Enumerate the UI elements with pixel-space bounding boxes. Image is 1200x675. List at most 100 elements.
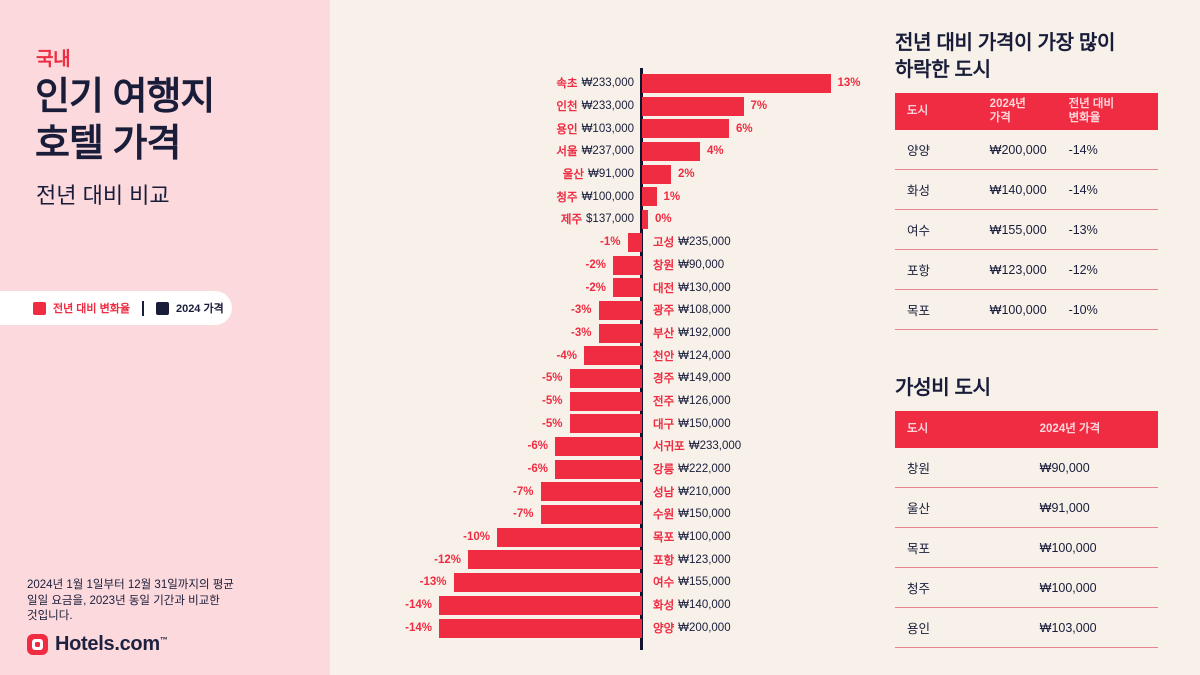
chart-city-label: 강릉 ₩222,000 [653, 458, 731, 481]
chart-pct-label: -4% [556, 349, 577, 362]
city-price: ₩222,000 [678, 463, 731, 476]
chart-pct-label: 6% [736, 122, 753, 135]
table-cell-city: 창원 [907, 462, 931, 476]
city-name: 광주 [653, 305, 675, 318]
city-name: 성남 [653, 486, 675, 499]
chart-row: 목포 ₩100,000 -10% [330, 526, 890, 549]
chart-city-label: 천안 ₩124,000 [653, 344, 731, 367]
chart-city-label: 속초 ₩233,000 [556, 72, 634, 95]
chart-bar [598, 300, 642, 320]
city-name: 속초 [556, 78, 578, 91]
legend-change-label: 전년 대비 변화율 [53, 303, 130, 315]
kicker: 국내 [36, 49, 71, 70]
city-price: ₩235,000 [678, 236, 731, 249]
page-title-line2: 호텔 가격 [35, 123, 181, 165]
chart-city-label: 성남 ₩210,000 [653, 480, 731, 503]
chart-row: 대구 ₩150,000 -5% [330, 412, 890, 435]
table-cell-price: ₩155,000 [989, 222, 1047, 237]
chart-bar [569, 391, 642, 411]
table-cell-price: ₩103,000 [1039, 620, 1097, 635]
chart-row: 천안 ₩124,000 -4% [330, 344, 890, 367]
city-price: ₩233,000 [581, 100, 634, 113]
chart-row: 수원 ₩150,000 -7% [330, 503, 890, 526]
table-cell-price: ₩123,000 [989, 262, 1047, 277]
chart-bar [642, 164, 671, 184]
table-row: 목포 ₩100,000 [895, 528, 1158, 568]
city-name: 천안 [653, 350, 675, 363]
chart-row: 화성 ₩140,000 -14% [330, 594, 890, 617]
chart-city-label: 수원 ₩150,000 [653, 503, 731, 526]
chart-row: 대전 ₩130,000 -2% [330, 276, 890, 299]
table-row: 화성 ₩140,000 -14% [895, 170, 1158, 210]
table-cell-price: ₩100,000 [989, 302, 1047, 317]
chart-pct-label: -1% [600, 236, 621, 249]
table-cell-price: ₩90,000 [1039, 460, 1090, 475]
table-title-value-cities: 가성비 도시 [895, 377, 991, 399]
chart-row: 경주 ₩149,000 -5% [330, 367, 890, 390]
chart-bar [642, 74, 831, 93]
legend-change-swatch-icon [33, 301, 46, 315]
chart-city-label: 울산 ₩91,000 [563, 163, 634, 186]
chart-city-label: 목포 ₩100,000 [653, 526, 731, 549]
chart-bar [569, 414, 642, 434]
table-value-cities: 도시 2024년 가격 창원 ₩90,000 울산 ₩91,000 목포 ₩100,000 청주… [895, 411, 1158, 648]
chart-bar [453, 573, 642, 593]
table-row: 여수 ₩155,000 -13% [895, 210, 1158, 250]
city-name: 용인 [556, 123, 578, 136]
chart-bar [642, 142, 700, 162]
city-name: 목포 [653, 532, 675, 545]
city-price: ₩192,000 [678, 326, 731, 339]
city-name: 서귀포 [653, 441, 685, 454]
table-cell-price: ₩100,000 [1039, 540, 1097, 555]
chart-city-label: 화성 ₩140,000 [653, 594, 731, 617]
chart-city-label: 인천 ₩233,000 [556, 95, 634, 118]
chart-bar [497, 527, 642, 547]
chart-pct-label: 0% [655, 213, 672, 226]
chart-bar [642, 187, 657, 207]
chart-row: 부산 ₩192,000 -3% [330, 322, 890, 345]
table-title-biggest-drop: 전년 대비 가격이 가장 많이 하락한 도시 [895, 32, 1116, 81]
chart-pct-label: -2% [585, 281, 606, 294]
city-price: ₩210,000 [678, 485, 731, 498]
city-name: 대전 [653, 282, 675, 295]
chart-row: 광주 ₩108,000 -3% [330, 299, 890, 322]
legend-divider [141, 300, 144, 316]
city-name: 부산 [653, 327, 675, 340]
city-price: ₩200,000 [678, 621, 731, 634]
table-cell-city: 용인 [907, 622, 931, 636]
chart-city-label: 대구 ₩150,000 [653, 412, 731, 435]
chart-city-label: 대전 ₩130,000 [653, 276, 731, 299]
city-price: ₩108,000 [678, 304, 731, 317]
chart-bar [555, 459, 642, 479]
table-header-cell: 전년 대비 변화율 [1068, 98, 1115, 124]
chart-bar [439, 595, 642, 615]
city-name: 전주 [653, 395, 675, 408]
chart-row: 제주 $137,000 0% [330, 208, 890, 231]
page-title: 인기 여행지 호텔 가격 [35, 74, 215, 168]
chart-pct-label: -14% [405, 599, 432, 612]
chart-city-label: 서귀포 ₩233,000 [653, 435, 741, 458]
side-tables: 전년 대비 가격이 가장 많이 하락한 도시 도시 2024년 가격 전년 대비 변… [895, 30, 1158, 648]
legend-price-swatch-icon [155, 301, 169, 315]
table-row: 목포 ₩100,000 -10% [895, 290, 1158, 330]
chart-city-label: 광주 ₩108,000 [653, 299, 731, 322]
table-cell-price: ₩200,000 [989, 142, 1047, 157]
chart-pct-label: -7% [513, 485, 534, 498]
left-panel: 국내 인기 여행지 호텔 가격 전년 대비 비교 전년 대비 변화율 2024 가… [0, 0, 330, 675]
chart-city-label: 경주 ₩149,000 [653, 367, 731, 390]
footnote: 2024년 1월 1일부터 12월 31일까지의 평균 일일 요금을, 2023… [27, 579, 234, 622]
chart-city-label: 양양 ₩200,000 [653, 617, 731, 640]
table-row: 울산 ₩91,000 [895, 488, 1158, 528]
chart-row: 속초 ₩233,000 13% [330, 72, 890, 95]
chart-pct-label: -7% [513, 508, 534, 521]
chart-pct-label: -12% [434, 553, 461, 566]
table-row: 양양 ₩200,000 -14% [895, 130, 1158, 170]
chart-row: 창원 ₩90,000 -2% [330, 254, 890, 277]
city-price: ₩140,000 [678, 599, 731, 612]
city-price: ₩100,000 [581, 190, 634, 203]
table-row: 창원 ₩90,000 [895, 448, 1158, 488]
chart-city-label: 전주 ₩126,000 [653, 390, 731, 413]
city-price: ₩149,000 [678, 372, 731, 385]
chart-bar [540, 505, 642, 525]
legend: 전년 대비 변화율 2024 가격 [0, 291, 232, 325]
